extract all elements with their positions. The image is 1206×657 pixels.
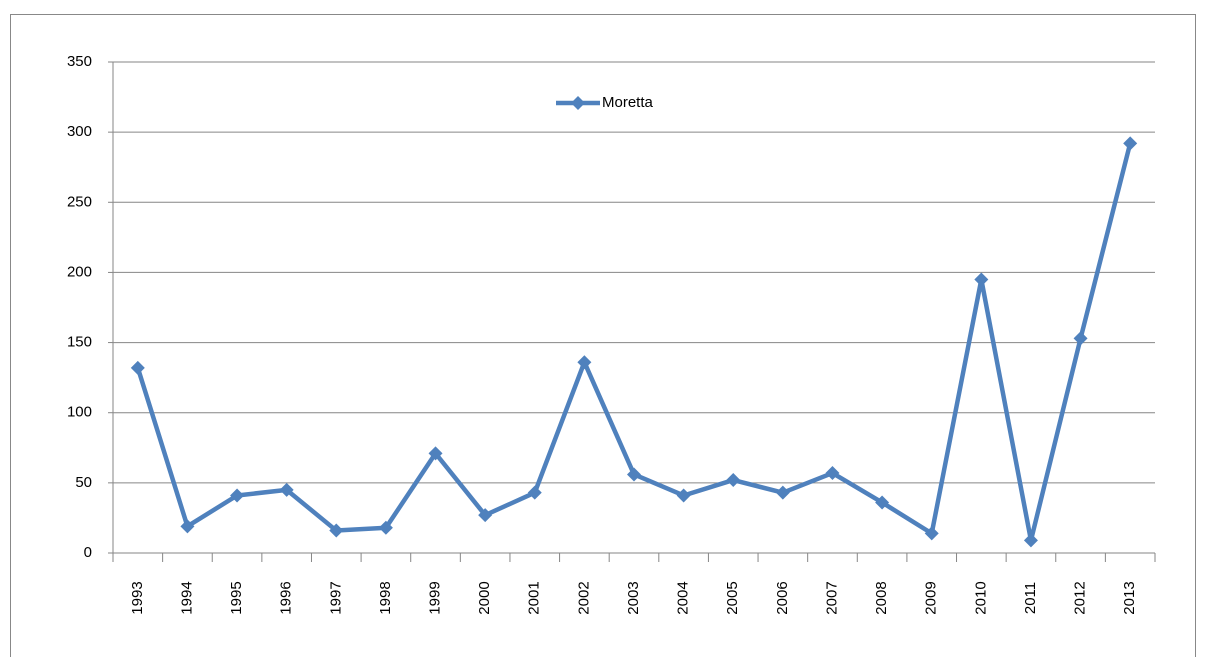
marker (1023, 533, 1038, 548)
x-tick-label: 2011 (1022, 582, 1039, 614)
x-tick-label: 1999 (426, 581, 443, 614)
marker (627, 467, 641, 482)
x-tick-label: 1994 (178, 581, 195, 614)
x-tick-label: 2009 (923, 581, 940, 614)
y-tick-label: 350 (67, 53, 92, 70)
x-tick-label: 2004 (675, 581, 692, 614)
x-tick-label: 2012 (1072, 581, 1089, 614)
marker (527, 485, 542, 500)
y-tick-label: 150 (67, 334, 92, 351)
x-tick-label: 2008 (873, 581, 890, 614)
x-tick-label: 2000 (476, 581, 493, 614)
marker (378, 520, 393, 535)
x-tick-label: 2003 (625, 581, 642, 614)
marker (577, 355, 592, 370)
x-tick-label: 2001 (526, 581, 543, 614)
marker (825, 466, 840, 481)
y-tick-label: 100 (67, 404, 92, 421)
x-tick-label: 2007 (823, 581, 840, 614)
x-tick-label: 2005 (724, 581, 741, 614)
marker (329, 523, 344, 538)
x-tick-label: 2013 (1121, 581, 1138, 614)
marker (230, 488, 245, 503)
marker (180, 519, 195, 534)
marker (924, 526, 939, 541)
marker (130, 360, 145, 375)
legend-label: Moretta (602, 94, 654, 111)
marker (775, 485, 790, 500)
marker (676, 488, 691, 503)
marker (726, 473, 741, 488)
marker (1123, 136, 1138, 151)
chart-border (10, 14, 1196, 657)
marker (279, 482, 294, 497)
marker (974, 272, 989, 287)
marker (875, 495, 890, 510)
y-tick-label: 200 (67, 263, 92, 280)
y-tick-label: 0 (84, 544, 92, 561)
legend-marker (571, 96, 585, 110)
x-tick-label: 2002 (575, 581, 592, 614)
marker (1073, 331, 1088, 346)
x-tick-label: 1998 (377, 581, 394, 614)
x-tick-label: 1996 (278, 581, 295, 614)
y-tick-label: 300 (67, 123, 92, 140)
marker (428, 446, 443, 461)
x-tick-label: 1995 (228, 581, 245, 614)
y-tick-label: 50 (75, 474, 92, 491)
x-tick-label: 1997 (327, 581, 344, 614)
x-tick-label: 2006 (774, 581, 791, 614)
x-tick-label: 1993 (129, 581, 146, 614)
x-tick-label: 2010 (972, 581, 989, 614)
marker (478, 508, 493, 523)
y-tick-label: 250 (67, 193, 92, 210)
